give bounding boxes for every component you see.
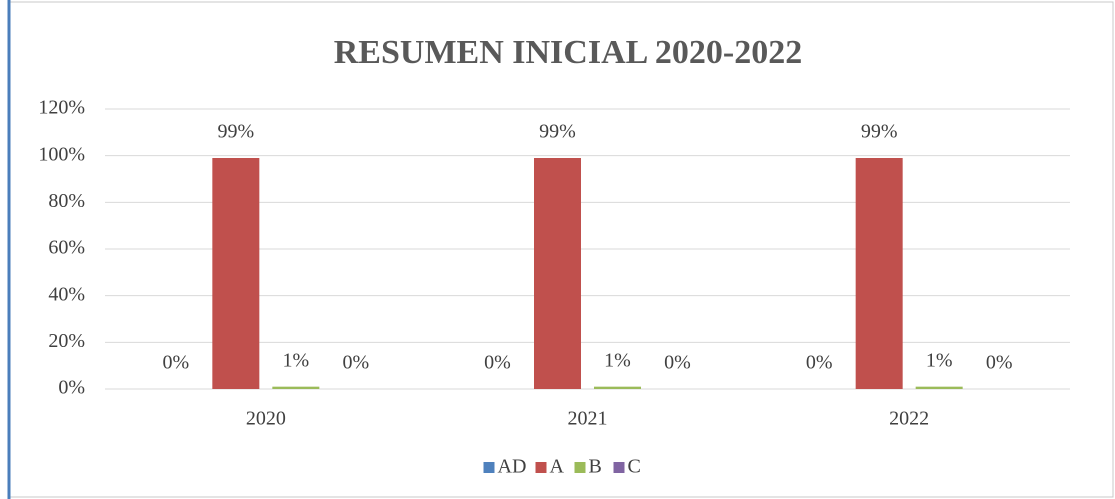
legend-label: C <box>628 456 641 478</box>
bar <box>855 158 903 389</box>
bar <box>534 158 581 389</box>
x-tick-label: 2020 <box>246 408 286 430</box>
y-tick-label: 120% <box>38 97 85 119</box>
data-label: 99% <box>217 121 254 143</box>
data-label: 0% <box>986 352 1013 374</box>
y-tick-label: 100% <box>38 143 85 165</box>
legend-swatch <box>483 462 495 473</box>
data-label: 99% <box>861 121 898 143</box>
bar <box>212 158 260 389</box>
bar <box>915 386 963 389</box>
data-label: 0% <box>664 352 691 374</box>
bar <box>272 386 320 389</box>
y-tick-label: 60% <box>48 237 85 259</box>
data-label: 0% <box>342 352 369 374</box>
legend-swatch <box>574 462 586 473</box>
legend-label: A <box>550 456 565 478</box>
legend-label: B <box>589 456 602 478</box>
data-label: 0% <box>806 352 833 374</box>
data-label: 99% <box>539 121 576 143</box>
chart-title: RESUMEN INICIAL 2020-2022 <box>334 34 803 71</box>
legend-swatch <box>535 462 547 473</box>
data-label: 0% <box>484 352 511 374</box>
x-tick-label: 2022 <box>889 408 929 430</box>
data-label: 1% <box>604 349 631 371</box>
y-tick-label: 20% <box>48 330 85 352</box>
data-label: 0% <box>162 352 189 374</box>
y-tick-label: 80% <box>48 190 85 212</box>
x-tick-label: 2021 <box>568 408 608 430</box>
bar <box>594 386 641 389</box>
data-label: 1% <box>926 349 953 371</box>
y-tick-label: 40% <box>48 283 85 305</box>
y-tick-label: 0% <box>58 377 85 399</box>
data-label: 1% <box>282 349 309 371</box>
legend-label: AD <box>498 456 527 478</box>
legend-swatch <box>613 462 625 473</box>
